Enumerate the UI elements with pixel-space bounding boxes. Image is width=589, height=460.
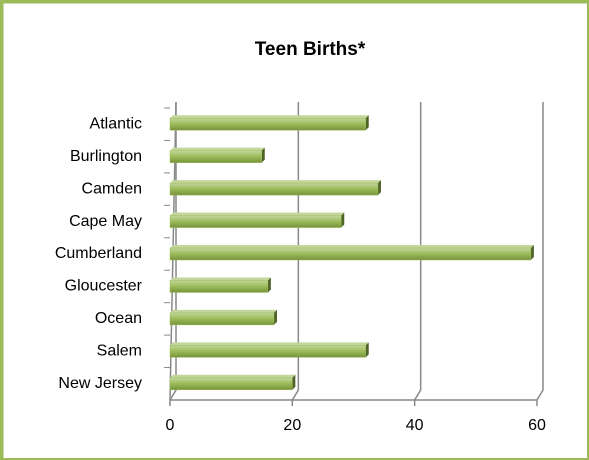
x-tick-label: 20 (283, 417, 301, 434)
x-tick-label: 60 (528, 417, 546, 434)
bar-side (341, 212, 345, 228)
y-tick-label: Salem (97, 343, 142, 360)
bar-top (170, 212, 345, 216)
x-tick-label: 0 (166, 417, 175, 434)
y-tick-label: Cape May (69, 213, 142, 230)
y-tick-label: Camden (82, 180, 142, 197)
bar-side (530, 245, 534, 260)
bar (169, 312, 275, 326)
chart-title: Teen Births* (255, 39, 366, 60)
bar-side (365, 342, 369, 358)
bar (169, 182, 379, 196)
bar (169, 280, 269, 293)
bar-side (292, 374, 296, 390)
bar-top (170, 180, 381, 184)
y-tick-label: New Jersey (58, 375, 142, 392)
bar-side (261, 147, 265, 163)
bar-top (170, 309, 277, 313)
bar (169, 345, 366, 358)
bar-top (170, 342, 369, 346)
bar (169, 247, 532, 261)
bar-top (170, 245, 534, 248)
grid-line (536, 102, 544, 406)
bar (169, 150, 262, 163)
bar (169, 117, 366, 131)
y-tick-label: Cumberland (55, 245, 142, 262)
bar-side (273, 309, 277, 325)
y-tick-label: Atlantic (90, 115, 142, 132)
bar-top (170, 147, 265, 151)
bar (169, 377, 293, 391)
bar (169, 215, 342, 228)
bar-top (170, 374, 296, 378)
bar-side (267, 277, 271, 293)
x-tick-label: 40 (406, 417, 424, 434)
y-tick-label: Burlington (70, 148, 142, 165)
y-tick-label: Gloucester (65, 278, 143, 295)
bar-side (377, 180, 381, 196)
bar-top (170, 277, 271, 281)
y-tick-label: Ocean (95, 310, 142, 327)
bar-side (365, 115, 369, 131)
bar-top (170, 115, 369, 119)
